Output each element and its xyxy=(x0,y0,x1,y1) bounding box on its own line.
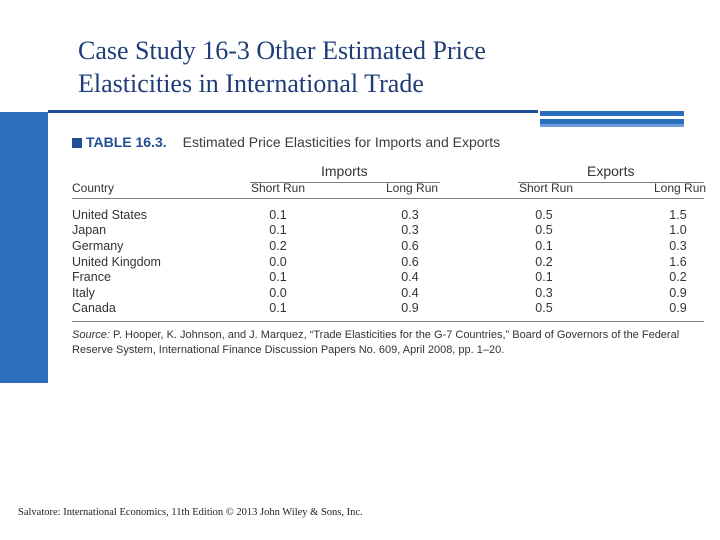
country-cell: United States xyxy=(72,208,148,222)
imports-long-run-cell: 0.4 xyxy=(401,286,419,300)
exports-short-run-cell: 0.1 xyxy=(535,270,553,284)
slide-title-line-1: Case Study 16-3 Other Estimated Price xyxy=(78,36,486,65)
exports-long-run-cell: 0.9 xyxy=(669,301,687,315)
imports-short-run-cell: 0.1 xyxy=(269,270,287,284)
column-header-exports-long-run: Long Run xyxy=(654,181,707,195)
column-header-imports-short-run: Short Run xyxy=(251,181,306,195)
country-cell: Japan xyxy=(72,223,107,237)
table-row: Italy 0.0 0.4 0.3 0.9 xyxy=(0,285,720,301)
imports-group-header: Imports xyxy=(321,163,368,179)
imports-long-run-cell: 0.6 xyxy=(401,255,419,269)
column-header-country: Country xyxy=(72,181,115,195)
exports-group-header: Exports xyxy=(587,163,635,179)
exports-long-run-cell: 0.2 xyxy=(669,270,687,284)
slide-title: Case Study 16-3 Other Estimated Price El… xyxy=(78,34,698,100)
imports-short-run-cell: 0.1 xyxy=(269,301,287,315)
decorative-bar xyxy=(540,111,684,116)
table-source-note: Source: P. Hooper, K. Johnson, and J. Ma… xyxy=(72,328,712,358)
country-cell: Italy xyxy=(72,286,95,300)
source-label: Source: xyxy=(72,329,110,341)
slide-footer: Salvatore: International Economics, 11th… xyxy=(18,507,363,518)
imports-short-run-cell: 0.1 xyxy=(269,208,287,222)
imports-long-run-cell: 0.4 xyxy=(401,270,419,284)
imports-long-run-cell: 0.3 xyxy=(401,208,419,222)
country-cell: France xyxy=(72,270,111,284)
table-row: Japan 0.1 0.3 0.5 1.0 xyxy=(0,222,720,238)
table-row: France 0.1 0.4 0.1 0.2 xyxy=(0,269,720,285)
exports-short-run-cell: 0.5 xyxy=(535,301,553,315)
country-cell: Canada xyxy=(72,301,116,315)
imports-group-rule xyxy=(250,182,440,183)
exports-short-run-cell: 0.1 xyxy=(535,239,553,253)
country-cell: Germany xyxy=(72,239,124,253)
left-accent-bar xyxy=(0,112,48,383)
exports-short-run-cell: 0.3 xyxy=(535,286,553,300)
imports-short-run-cell: 0.1 xyxy=(269,223,287,237)
imports-long-run-cell: 0.3 xyxy=(401,223,419,237)
decorative-bar xyxy=(540,124,684,127)
imports-short-run-cell: 0.0 xyxy=(269,286,287,300)
table-title: TABLE 16.3. Estimated Price Elasticities … xyxy=(72,134,500,150)
title-underline xyxy=(48,110,538,113)
exports-long-run-cell: 1.6 xyxy=(669,255,687,269)
slide-title-line-2: Elasticities in International Trade xyxy=(78,69,424,98)
table-row: United States 0.1 0.3 0.5 1.5 xyxy=(0,207,720,223)
source-text: P. Hooper, K. Johnson, and J. Marquez, “… xyxy=(72,329,680,356)
table-caption: Estimated Price Elasticities for Imports… xyxy=(182,134,501,150)
table-number: TABLE 16.3. xyxy=(86,134,167,150)
table-row: Canada 0.1 0.9 0.5 0.9 xyxy=(0,300,720,316)
exports-short-run-cell: 0.2 xyxy=(535,255,553,269)
exports-long-run-cell: 1.0 xyxy=(669,223,687,237)
decorative-bar xyxy=(540,119,684,124)
exports-long-run-cell: 1.5 xyxy=(669,208,687,222)
table-row: Germany 0.2 0.6 0.1 0.3 xyxy=(0,238,720,254)
exports-group-rule xyxy=(518,182,704,183)
exports-long-run-cell: 0.3 xyxy=(669,239,687,253)
square-bullet-icon xyxy=(72,138,82,148)
table-header-rule xyxy=(72,198,704,199)
exports-short-run-cell: 0.5 xyxy=(535,223,553,237)
imports-long-run-cell: 0.6 xyxy=(401,239,419,253)
imports-short-run-cell: 0.2 xyxy=(269,239,287,253)
imports-short-run-cell: 0.0 xyxy=(269,255,287,269)
table-footer-rule xyxy=(72,321,704,322)
imports-long-run-cell: 0.9 xyxy=(401,301,419,315)
exports-long-run-cell: 0.9 xyxy=(669,286,687,300)
country-cell: United Kingdom xyxy=(72,255,161,269)
column-header-exports-short-run: Short Run xyxy=(519,181,574,195)
table-row: United Kingdom 0.0 0.6 0.2 1.6 xyxy=(0,254,720,270)
exports-short-run-cell: 0.5 xyxy=(535,208,553,222)
column-header-imports-long-run: Long Run xyxy=(386,181,439,195)
